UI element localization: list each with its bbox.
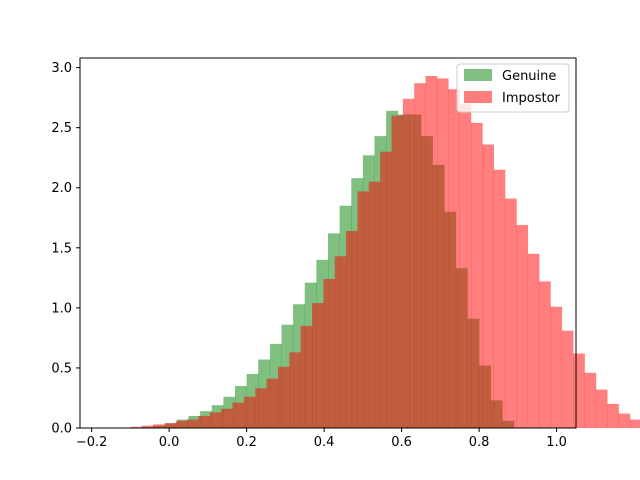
y-tick-label: 0.5	[51, 361, 72, 376]
bar-impostor-32	[493, 169, 506, 428]
legend-swatch-genuine	[464, 69, 492, 81]
bar-impostor-15	[300, 325, 313, 428]
y-tick-label: 0.0	[51, 422, 72, 437]
bar-impostor-33	[505, 198, 517, 428]
bar-impostor-25	[414, 83, 426, 428]
x-tick-label: 0.8	[469, 435, 490, 450]
bar-impostor-44	[629, 419, 640, 428]
legend-swatch-impostor	[464, 91, 492, 103]
bars-layer	[130, 76, 640, 429]
y-tick-label: 1.0	[51, 301, 72, 316]
x-axis: −0.2 0.0 0.2 0.4 0.6 0.8 1.0	[76, 428, 567, 450]
bar-impostor-40	[584, 372, 597, 428]
y-tick-label: 2.0	[51, 181, 72, 196]
bar-impostor-21	[368, 181, 381, 428]
y-axis: 0.0 0.5 1.0 1.5 2.0 2.5 3.0	[51, 61, 80, 437]
bar-impostor-6	[198, 415, 211, 428]
bar-impostor-12	[266, 378, 279, 428]
y-tick-label: 2.5	[51, 121, 72, 136]
x-tick-label: −0.2	[76, 435, 108, 450]
bar-impostor-35	[527, 253, 540, 428]
bar-impostor-43	[618, 413, 631, 428]
bar-impostor-11	[255, 388, 267, 428]
bar-impostor-23	[391, 115, 404, 428]
x-tick-label: 0.4	[314, 435, 335, 450]
bar-impostor-39	[573, 353, 585, 428]
bar-impostor-29	[459, 103, 472, 429]
bar-impostor-2	[153, 424, 165, 428]
bar-impostor-36	[539, 281, 551, 428]
bar-impostor-31	[482, 144, 494, 429]
bar-impostor-37	[550, 306, 563, 428]
bar-impostor-16	[312, 303, 324, 428]
plot-frame	[79, 57, 577, 429]
x-tick-label: 0.6	[391, 435, 412, 450]
bar-impostor-19	[346, 230, 358, 428]
bar-impostor-41	[595, 389, 608, 428]
series-impostor	[130, 76, 640, 429]
x-tick-label: 1.0	[546, 435, 567, 450]
bar-impostor-3	[164, 423, 177, 428]
legend-label-impostor: Impostor	[502, 91, 561, 106]
bar-impostor-10	[243, 396, 256, 428]
bar-impostor-9	[232, 402, 245, 428]
bar-impostor-20	[357, 191, 370, 428]
bar-impostor-14	[289, 352, 301, 428]
bar-impostor-5	[187, 419, 199, 428]
bar-impostor-0	[130, 426, 143, 428]
bar-impostor-7	[209, 412, 222, 428]
bar-impostor-28	[448, 89, 460, 428]
bar-impostor-26	[425, 76, 438, 429]
bar-impostor-27	[436, 78, 449, 429]
bar-impostor-1	[141, 425, 154, 428]
bar-impostor-30	[470, 122, 483, 429]
bar-impostor-42	[607, 403, 619, 428]
bar-impostor-34	[516, 224, 529, 428]
x-tick-label: 0.2	[236, 435, 257, 450]
bar-impostor-4	[175, 420, 188, 428]
legend-label-genuine: Genuine	[502, 69, 556, 84]
legend: Genuine Impostor	[456, 63, 570, 113]
x-tick-label: 0.0	[159, 435, 180, 450]
bar-impostor-22	[380, 151, 392, 428]
bar-impostor-17	[323, 279, 336, 428]
y-tick-label: 3.0	[51, 61, 72, 76]
bar-impostor-8	[221, 408, 233, 428]
bar-impostor-38	[561, 330, 574, 428]
y-tick-label: 1.5	[51, 241, 72, 256]
bar-impostor-24	[402, 98, 415, 428]
bar-impostor-18	[334, 256, 347, 428]
bar-impostor-13	[277, 366, 290, 428]
